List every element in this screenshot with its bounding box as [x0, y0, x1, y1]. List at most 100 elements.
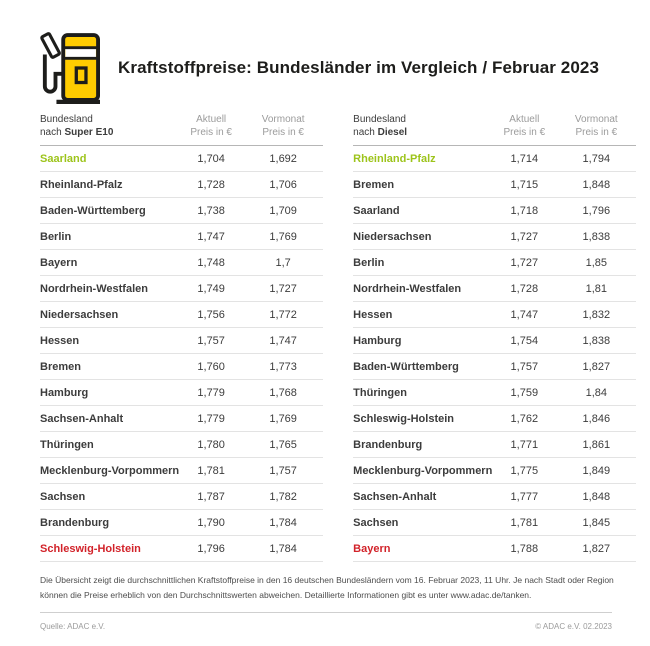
column-header-state: Bundesland nach Super E10: [40, 114, 179, 139]
price-current: 1,779: [197, 386, 225, 399]
copyright-label: © ADAC e.V. 02.2023: [535, 622, 612, 631]
table-row: Brandenburg 1,790 1,784: [40, 510, 324, 536]
current-unit: Preis in €: [190, 126, 232, 138]
table-row: Baden-Württemberg 1,757 1,827: [353, 354, 637, 380]
price-current: 1,728: [510, 282, 539, 295]
price-current: 1,728: [197, 178, 225, 191]
state-name: Brandenburg: [353, 438, 423, 451]
price-current: 1,796: [197, 542, 225, 555]
price-previous: 1,692: [269, 152, 297, 165]
price-previous: 1,846: [582, 412, 611, 425]
state-name: Sachsen-Anhalt: [353, 490, 437, 503]
state-name: Hessen: [40, 334, 80, 347]
state-name: Bremen: [40, 360, 81, 373]
table-row: Brandenburg 1,771 1,861: [353, 432, 637, 458]
price-previous: 1,768: [269, 386, 297, 399]
price-previous: 1,747: [269, 334, 297, 347]
price-current: 1,718: [510, 204, 539, 217]
state-name: Niedersachsen: [353, 230, 432, 243]
table-row: Sachsen 1,781 1,845: [353, 510, 637, 536]
price-previous: 1,845: [582, 516, 611, 529]
previous-label: Vormonat: [261, 114, 305, 125]
source-label: Quelle: ADAC e.V.: [40, 622, 106, 631]
table-row: Sachsen 1,787 1,782: [40, 484, 324, 510]
table-row: Rheinland-Pfalz 1,728 1,706: [40, 172, 324, 198]
table-row: Hamburg 1,779 1,768: [40, 380, 324, 406]
previous-label: Vormonat: [574, 114, 618, 125]
header: Kraftstoffpreise: Bundesländer im Vergle…: [40, 28, 612, 108]
price-current: 1,781: [197, 464, 225, 477]
table-row: Niedersachsen 1,727 1,838: [353, 224, 637, 250]
state-name: Nordrhein-Westfalen: [353, 282, 462, 295]
price-previous: 1,794: [582, 152, 611, 165]
table-row: Sachsen-Anhalt 1,777 1,848: [353, 484, 637, 510]
price-previous: 1,849: [582, 464, 611, 477]
price-previous: 1,709: [269, 204, 297, 217]
price-current: 1,759: [510, 386, 539, 399]
table-rows: Rheinland-Pfalz 1,714 1,794 Bremen 1,715 1,84…: [353, 146, 637, 562]
price-current: 1,754: [510, 334, 539, 347]
current-label: Aktuell: [509, 114, 540, 125]
state-name: Thüringen: [353, 386, 407, 399]
price-previous: 1,838: [582, 230, 611, 243]
price-previous: 1,769: [269, 412, 297, 425]
price-current: 1,790: [197, 516, 225, 529]
current-label: Aktuell: [196, 114, 227, 125]
table-row: Baden-Württemberg 1,738 1,709: [40, 198, 324, 224]
previous-unit: Preis in €: [262, 126, 304, 138]
price-current: 1,715: [510, 178, 539, 191]
state-name: Nordrhein-Westfalen: [40, 282, 148, 295]
price-current: 1,747: [197, 230, 225, 243]
price-previous: 1,81: [585, 282, 608, 295]
table-row: Bayern 1,788 1,827: [353, 536, 637, 562]
price-previous: 1,796: [582, 204, 611, 217]
price-previous: 1,832: [582, 308, 611, 321]
price-previous: 1,848: [582, 490, 611, 503]
price-tables: Bundesland nach Super E10 Aktuell Preis …: [40, 114, 637, 562]
price-previous: 1,827: [582, 542, 611, 555]
state-name: Bayern: [40, 256, 78, 269]
table-row: Nordrhein-Westfalen 1,749 1,727: [40, 276, 324, 302]
fuel-pump-icon: [40, 32, 100, 105]
table-row: Schleswig-Holstein 1,762 1,846: [353, 406, 637, 432]
current-unit: Preis in €: [503, 126, 546, 138]
price-current: 1,727: [510, 230, 539, 243]
price-current: 1,748: [197, 256, 225, 269]
price-current: 1,757: [510, 360, 539, 373]
footer-bar: Quelle: ADAC e.V. © ADAC e.V. 02.2023: [40, 612, 612, 631]
price-previous: 1,838: [582, 334, 611, 347]
price-previous: 1,727: [269, 282, 297, 295]
footnote: Die Übersicht zeigt die durchschnittlich…: [40, 575, 614, 600]
table-row: Bremen 1,715 1,848: [353, 172, 637, 198]
state-name: Berlin: [40, 230, 72, 243]
fuel-name: Diesel: [377, 126, 408, 138]
price-previous: 1,773: [269, 360, 297, 373]
price-current: 1,787: [197, 490, 225, 503]
table-header: Bundesland nach Super E10 Aktuell Preis …: [40, 114, 324, 146]
price-current: 1,788: [510, 542, 539, 555]
price-previous: 1,848: [582, 178, 611, 191]
state-name: Schleswig-Holstein: [40, 542, 141, 555]
state-name: Thüringen: [40, 438, 94, 451]
state-name: Saarland: [40, 152, 87, 165]
table-row: Bayern 1,748 1,7: [40, 250, 324, 276]
column-header-current: Aktuell Preis in €: [492, 114, 556, 139]
column-header-fuel-prefix: nach: [353, 126, 378, 138]
table-rows: Saarland 1,704 1,692 Rheinland-Pfalz 1,728 1,…: [40, 146, 324, 562]
table-super-e10: Bundesland nach Super E10 Aktuell Preis …: [40, 114, 324, 562]
state-name: Hessen: [353, 308, 393, 321]
state-name: Mecklenburg-Vorpommern: [353, 464, 493, 477]
state-name: Rheinland-Pfalz: [353, 152, 436, 165]
state-name: Saarland: [353, 204, 400, 217]
state-name: Baden-Württemberg: [353, 360, 459, 373]
table-row: Hessen 1,747 1,832: [353, 302, 637, 328]
state-name: Mecklenburg-Vorpommern: [40, 464, 180, 477]
column-header-current: Aktuell Preis in €: [179, 114, 243, 139]
price-previous: 1,7: [275, 256, 291, 269]
state-name: Sachsen: [353, 516, 399, 529]
price-current: 1,727: [510, 256, 539, 269]
price-previous: 1,784: [269, 516, 297, 529]
state-name: Schleswig-Holstein: [353, 412, 455, 425]
price-current: 1,779: [197, 412, 225, 425]
